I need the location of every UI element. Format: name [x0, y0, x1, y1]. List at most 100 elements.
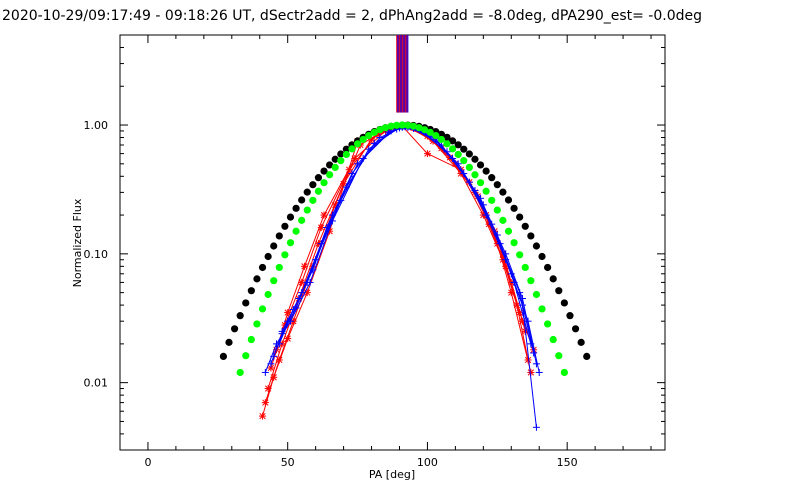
- marker-asterisk-d2: [284, 309, 291, 316]
- curve-point: [471, 171, 479, 179]
- curve-point: [236, 312, 244, 320]
- curve-point: [482, 187, 490, 195]
- curve-point: [504, 227, 513, 235]
- curve-point: [326, 161, 334, 169]
- y-axis-label: Normalized Flux: [71, 198, 84, 287]
- curve-point: [471, 155, 479, 163]
- curve-point: [454, 150, 462, 159]
- curve-point: [504, 196, 513, 204]
- curve-point: [443, 133, 451, 141]
- x-tick-label: 150: [557, 456, 578, 469]
- model-curve: [219, 121, 591, 361]
- curve-point: [370, 128, 378, 136]
- curve-point: [493, 206, 501, 214]
- curve-point: [258, 305, 267, 313]
- curve-point: [499, 188, 507, 196]
- marker-asterisk-d2: [304, 289, 311, 296]
- curve-point: [359, 135, 367, 144]
- curve-point: [381, 124, 390, 132]
- curve-point: [331, 155, 339, 163]
- curve-point: [532, 242, 541, 250]
- curve-point: [521, 222, 529, 230]
- curve-point: [242, 352, 250, 360]
- plot-frame: [119, 34, 666, 451]
- curve-point: [292, 227, 300, 235]
- marker-asterisk-d2: [320, 211, 328, 219]
- curve-point: [549, 335, 557, 344]
- curve-point: [292, 204, 300, 212]
- curve-point: [488, 196, 496, 204]
- curve-point: [219, 352, 228, 361]
- curve-point: [460, 157, 468, 165]
- series-line: [270, 126, 526, 369]
- curve-point: [309, 181, 317, 189]
- curve-point: [566, 312, 574, 320]
- marker-asterisk-d2: [424, 150, 431, 157]
- marker-asterisk-d2: [527, 369, 534, 376]
- model-curve: [236, 121, 568, 377]
- axis-ticks: [120, 34, 665, 451]
- curve-point: [348, 145, 356, 153]
- curve-point: [493, 181, 501, 189]
- curve-point: [286, 239, 295, 247]
- curve-point: [298, 216, 306, 224]
- curve-point: [482, 167, 490, 175]
- curve-point: [264, 290, 272, 299]
- curve-point: [404, 121, 412, 129]
- curve-point: [527, 277, 535, 285]
- curve-point: [577, 338, 585, 346]
- curve-point: [437, 135, 446, 144]
- curve-point: [409, 122, 418, 130]
- curve-point: [303, 188, 311, 196]
- curve-point: [337, 157, 345, 165]
- curve-point: [303, 206, 311, 214]
- marker-asterisk-d2: [298, 279, 305, 286]
- curve-point: [225, 338, 233, 346]
- curve-point: [488, 174, 496, 182]
- curve-point: [560, 368, 568, 377]
- curve-point: [309, 196, 317, 204]
- curve-point: [253, 275, 261, 283]
- curve-point: [532, 290, 541, 299]
- curve-point: [253, 320, 261, 328]
- curve-point: [555, 287, 563, 295]
- curve-point: [314, 187, 323, 195]
- series-line: [276, 125, 523, 350]
- marker-asterisk-d2: [513, 301, 521, 309]
- curve-point: [398, 121, 406, 129]
- marker-asterisk-d2: [301, 263, 308, 270]
- curve-point: [275, 232, 283, 240]
- curve-point: [544, 263, 552, 272]
- curve-point: [583, 352, 591, 361]
- y-tick-label: 1.00: [84, 119, 109, 132]
- curve-point: [275, 263, 283, 272]
- marker-asterisk-d2: [262, 399, 269, 406]
- marker-asterisk-d2: [368, 135, 375, 143]
- curve-point: [247, 287, 255, 295]
- curve-point: [476, 179, 485, 187]
- data-layer: [219, 35, 591, 431]
- curve-point: [320, 167, 328, 175]
- curve-point: [270, 242, 278, 250]
- curve-point: [571, 325, 580, 333]
- x-tick-label: 50: [281, 456, 295, 469]
- x-tick-label: 0: [144, 456, 151, 469]
- curve-point: [521, 263, 529, 272]
- curve-point: [476, 161, 485, 169]
- curve-point: [527, 232, 535, 240]
- curve-point: [510, 239, 518, 247]
- marker-asterisk-d2: [264, 385, 272, 392]
- marker-asterisk-d2: [524, 356, 532, 364]
- curve-point: [326, 171, 334, 179]
- curve-point: [437, 130, 446, 138]
- x-tick-label: 100: [417, 456, 438, 469]
- curve-point: [387, 122, 395, 130]
- curve-point: [443, 140, 451, 148]
- curve-point: [281, 251, 289, 259]
- marker-asterisk-d2: [318, 224, 325, 231]
- curve-point: [353, 140, 362, 148]
- curve-point: [393, 121, 401, 129]
- curve-point: [342, 145, 350, 153]
- curve-point: [465, 163, 473, 172]
